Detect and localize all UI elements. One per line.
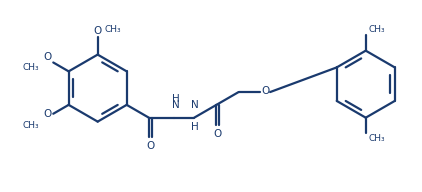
Text: H: H [191,122,199,132]
Text: O: O [43,51,51,61]
Text: CH₃: CH₃ [23,121,40,130]
Text: CH₃: CH₃ [105,26,121,35]
Text: N: N [172,100,179,110]
Text: H: H [172,94,179,104]
Text: O: O [146,141,154,151]
Text: CH₃: CH₃ [369,25,385,34]
Text: N: N [191,100,199,110]
Text: CH₃: CH₃ [369,134,385,143]
Text: O: O [261,86,269,96]
Text: O: O [94,26,102,36]
Text: CH₃: CH₃ [23,63,40,72]
Text: O: O [214,128,222,138]
Text: O: O [43,109,51,119]
